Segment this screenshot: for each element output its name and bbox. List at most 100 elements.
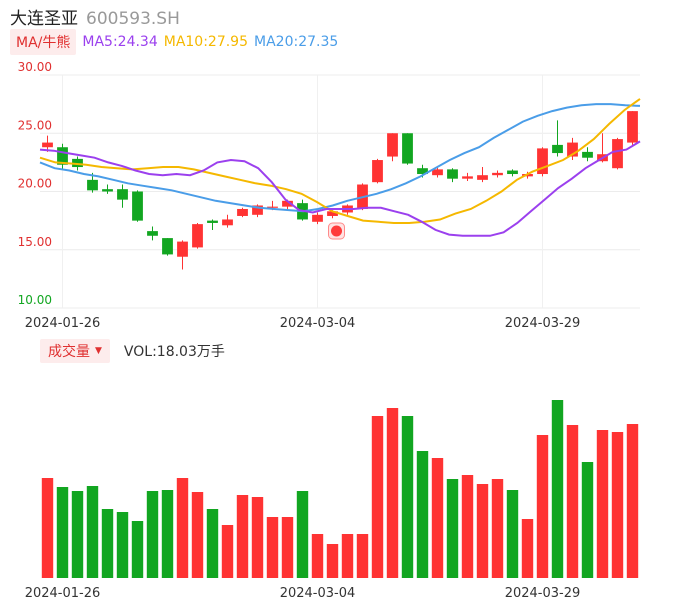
volume-bar	[86, 486, 99, 578]
ma5-label: MA5:24.34	[82, 34, 158, 50]
caret-down-icon: ▼	[95, 346, 102, 356]
x-tick-label: 2024-03-29	[505, 316, 581, 331]
candle	[162, 238, 173, 255]
volume-bar	[446, 479, 459, 578]
volume-bar	[281, 517, 294, 578]
candle	[447, 169, 458, 179]
volume-bar	[206, 509, 219, 578]
candle	[282, 200, 293, 207]
volume-bar	[626, 424, 639, 578]
volume-bar	[506, 490, 519, 578]
volume-bar	[251, 497, 264, 578]
candle	[87, 179, 98, 191]
volume-bar	[401, 416, 414, 578]
stock-header: 大连圣亚 600593.SH	[10, 4, 180, 29]
candle	[207, 220, 218, 223]
x-tick-label-volume: 2024-03-29	[505, 586, 581, 601]
candle	[327, 211, 338, 216]
candle	[552, 144, 563, 154]
volume-bar	[356, 534, 369, 578]
candle	[177, 241, 188, 257]
candle	[192, 224, 203, 248]
volume-bar	[341, 534, 354, 578]
stock-code: 600593.SH	[86, 9, 180, 29]
volume-bar	[296, 491, 309, 578]
volume-bar	[521, 519, 534, 578]
candle	[72, 158, 83, 168]
x-tick-label-volume: 2024-03-04	[280, 586, 356, 601]
candle	[267, 206, 278, 208]
volume-bar	[101, 509, 114, 578]
candle	[102, 189, 113, 192]
bull-bear-marker-dot	[331, 225, 342, 237]
ma20-line	[39, 103, 641, 213]
volume-bar	[551, 400, 564, 578]
candle	[417, 168, 428, 175]
volume-tag-label: 成交量	[48, 344, 90, 360]
volume-bar	[536, 435, 549, 578]
candle	[252, 205, 263, 215]
ma10-line	[39, 98, 641, 224]
candle	[132, 191, 143, 221]
candle	[387, 133, 398, 157]
x-tick-label: 2024-01-26	[25, 316, 101, 331]
candle	[312, 214, 323, 222]
candle	[117, 189, 128, 200]
volume-bar	[266, 517, 279, 578]
ma20-label: MA20:27.35	[254, 34, 339, 50]
candle	[147, 231, 158, 236]
volume-bar	[176, 478, 189, 578]
volume-bar	[221, 525, 234, 578]
volume-bar	[461, 475, 474, 578]
candle	[57, 147, 68, 165]
volume-bar	[491, 479, 504, 578]
candle	[222, 219, 233, 226]
volume-bar	[326, 544, 339, 578]
stock-name: 大连圣亚	[10, 9, 78, 29]
volume-bar	[236, 495, 249, 578]
volume-bar	[56, 487, 69, 578]
ma-legend: MA/牛熊 MA5:24.34 MA10:27.95 MA20:27.35	[10, 29, 344, 55]
y-tick-label: 15.00	[18, 235, 52, 249]
candle	[567, 142, 578, 157]
volume-indicator-selector[interactable]: 成交量 ▼	[40, 339, 110, 363]
y-tick-label: 30.00	[18, 60, 52, 74]
volume-bar	[191, 492, 204, 578]
volume-bar	[386, 408, 399, 578]
ma10-label: MA10:27.95	[163, 34, 249, 50]
volume-bar	[131, 521, 144, 578]
volume-bar	[566, 425, 579, 578]
volume-bar	[116, 512, 129, 578]
volume-bar	[161, 490, 174, 578]
volume-bar	[41, 478, 54, 578]
ma-indicator-selector[interactable]: MA/牛熊	[10, 29, 77, 55]
volume-bar	[476, 484, 489, 578]
volume-bar	[146, 491, 159, 578]
volume-legend: 成交量 ▼ VOL:18.03万手	[40, 339, 225, 363]
volume-bar	[71, 491, 84, 578]
volume-bar	[596, 430, 609, 578]
x-tick-label: 2024-03-04	[280, 316, 356, 331]
volume-bar	[431, 458, 444, 578]
candle	[492, 172, 503, 176]
volume-value: VOL:18.03万手	[123, 344, 225, 360]
volume-bar	[371, 416, 384, 578]
x-tick-label-volume: 2024-01-26	[25, 586, 101, 601]
volume-bar	[416, 451, 429, 578]
candle	[237, 208, 248, 216]
candle	[477, 175, 488, 180]
y-tick-label: 25.00	[18, 118, 52, 132]
candle	[537, 148, 548, 175]
y-tick-label: 20.00	[18, 177, 52, 191]
candle	[612, 139, 623, 169]
candle	[372, 160, 383, 183]
candle	[507, 170, 518, 175]
candle	[627, 111, 638, 143]
candle	[402, 133, 413, 164]
candle	[582, 151, 593, 158]
volume-bar	[611, 432, 624, 578]
candle	[432, 169, 443, 176]
y-tick-label: 10.00	[18, 293, 52, 307]
volume-bar	[311, 534, 324, 578]
